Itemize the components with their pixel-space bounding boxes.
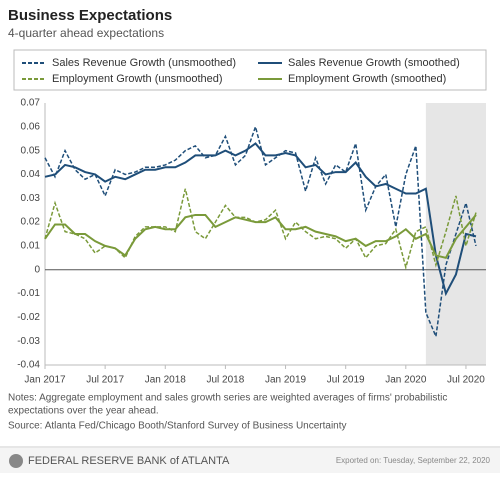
x-tick-label: Jul 2019 [327,375,365,386]
series-line [44,124,477,340]
legend-label: Employment Growth (smoothed) [288,73,446,85]
chart-subtitle: 4-quarter ahead expectations [8,26,164,40]
x-tick-label: Jul 2017 [86,375,124,386]
series-line [44,213,477,259]
y-tick-label: 0.01 [21,241,41,252]
chart-title: Business Expectations [8,7,172,24]
y-tick-label: -0.03 [17,336,40,347]
y-tick-label: 0.02 [21,217,41,228]
y-tick-label: -0.01 [17,288,40,299]
logo [9,454,23,468]
legend-box [13,49,487,91]
y-tick-label: 0.05 [21,145,41,156]
x-tick-label: Jan 2019 [265,375,307,386]
x-tick-label: Jan 2018 [145,375,187,386]
footer [0,448,500,473]
footer-brand: FEDERAL RESERVE BANK of ATLANTA [28,455,230,467]
x-tick-label: Jul 2020 [447,375,485,386]
y-tick-label: 0.06 [21,121,41,132]
note-line: Notes: Aggregate employment and sales gr… [8,393,447,404]
y-tick-label: 0.04 [21,169,41,180]
note-line: expectations over the year ahead. [8,406,159,417]
y-tick-label: 0.07 [21,98,41,109]
y-tick-label: 0.03 [21,193,41,204]
y-tick-label: 0 [34,264,40,275]
export-note: Exported on: Tuesday, September 22, 2020 [336,456,491,465]
series-line [44,188,477,271]
series-line [44,142,477,297]
x-tick-label: Jan 2017 [24,375,66,386]
legend-label: Sales Revenue Growth (smoothed) [288,57,460,69]
y-tick-label: -0.04 [17,360,40,371]
x-tick-label: Jan 2020 [385,375,427,386]
legend-label: Employment Growth (unsmoothed) [52,73,223,85]
x-tick-label: Jul 2018 [207,375,245,386]
source: Source: Atlanta Fed/Chicago Booth/Stanfo… [8,421,347,432]
legend-label: Sales Revenue Growth (unsmoothed) [52,57,236,69]
y-tick-label: -0.02 [17,312,40,323]
